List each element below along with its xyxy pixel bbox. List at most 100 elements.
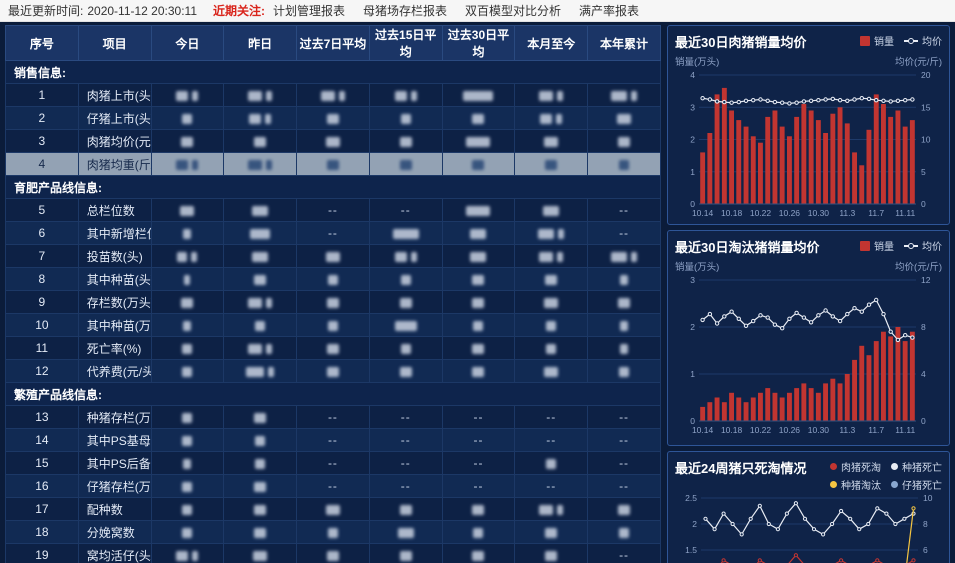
svg-text:5: 5 bbox=[921, 167, 926, 177]
redacted-value bbox=[470, 251, 487, 262]
table-row[interactable]: 8 其中种苗(头) bbox=[5, 267, 661, 291]
table-row[interactable]: 18 分娩窝数 bbox=[5, 520, 661, 544]
row-label: 分娩窝数 bbox=[77, 520, 152, 544]
cell-value bbox=[514, 244, 589, 268]
legend-item[interactable]: 均价 bbox=[904, 33, 942, 48]
cell-value bbox=[368, 359, 443, 383]
cell-value bbox=[223, 221, 298, 245]
redacted-value bbox=[618, 297, 631, 308]
row-number: 5 bbox=[5, 198, 79, 222]
cell-value bbox=[441, 520, 516, 544]
redacted-value bbox=[618, 136, 631, 147]
cell-value bbox=[223, 290, 298, 314]
redacted-value bbox=[182, 412, 193, 423]
empty-value: -- bbox=[546, 479, 557, 493]
cell-value bbox=[150, 359, 225, 383]
empty-value: -- bbox=[546, 433, 557, 447]
row-label: 种猪存栏(万头) bbox=[77, 405, 152, 429]
dashboard-main: 序号 项目 今日 昨日 过去7日平均 过去15日平均 过去30日平均 本月至今 本年累计 销售信息… bbox=[0, 22, 955, 563]
table-row[interactable]: 2 仔猪上市(头) bbox=[5, 106, 661, 130]
chart-title: 最近30日淘汰猪销量均价 bbox=[675, 240, 820, 255]
legend-item[interactable]: 销量 bbox=[860, 238, 894, 253]
empty-value: -- bbox=[473, 410, 484, 424]
redacted-value bbox=[546, 320, 557, 331]
empty-value: -- bbox=[619, 410, 630, 424]
column-header: 过去7日平均 bbox=[296, 25, 370, 61]
cell-value bbox=[150, 221, 225, 245]
cell-value bbox=[441, 129, 516, 153]
table-row[interactable]: 7 投苗数(头) bbox=[5, 244, 661, 268]
redacted-value bbox=[472, 504, 485, 515]
table-row[interactable]: 9 存栏数(万头) bbox=[5, 290, 661, 314]
redacted-value bbox=[472, 159, 485, 170]
cell-value bbox=[587, 336, 661, 360]
empty-value: -- bbox=[619, 548, 630, 562]
redacted-value bbox=[557, 251, 564, 262]
cell-value bbox=[587, 152, 661, 176]
cell-value bbox=[368, 497, 443, 521]
legend-item[interactable]: 销量 bbox=[860, 33, 894, 48]
cell-value bbox=[296, 290, 370, 314]
cell-value bbox=[150, 129, 225, 153]
chart-canvas: 00.511.522.50246810 bbox=[685, 493, 933, 563]
table-row[interactable]: 17 配种数 bbox=[5, 497, 661, 521]
bar-line-chart-pork: 0 1 2 3 4 0 5 10 15 20 10.14 10.18 10.22 10.26 10.30 11… bbox=[675, 69, 942, 224]
legend-item[interactable]: 仔猪死亡 bbox=[891, 477, 942, 492]
topbar-link[interactable]: 计划管理报表 bbox=[273, 4, 346, 18]
topbar-links: 计划管理报表 母猪场存栏报表 双百模型对比分析 满产率报表 bbox=[273, 2, 639, 19]
redacted-value bbox=[611, 251, 628, 262]
cell-value bbox=[368, 336, 443, 360]
cell-value bbox=[587, 267, 661, 291]
topbar: 最近更新时间: 2020-11-12 20:30:11 近期关注: 计划管理报表… bbox=[0, 0, 955, 22]
topbar-link[interactable]: 双百模型对比分析 bbox=[465, 4, 562, 18]
row-label: 投苗数(头) bbox=[77, 244, 152, 268]
cell-value bbox=[368, 152, 443, 176]
redacted-value bbox=[254, 274, 267, 285]
row-number: 15 bbox=[5, 451, 79, 475]
cell-value bbox=[368, 267, 443, 291]
cell-value bbox=[514, 336, 589, 360]
chart-title: 最近30日肉猪销量均价 bbox=[675, 35, 807, 50]
table-row[interactable]: 12 代养费(元/头) bbox=[5, 359, 661, 383]
topbar-link[interactable]: 满产率报表 bbox=[579, 4, 640, 18]
cell-value bbox=[223, 405, 298, 429]
cell-value bbox=[368, 313, 443, 337]
cell-value bbox=[587, 106, 661, 130]
cell-value bbox=[587, 313, 661, 337]
table-row[interactable]: 1 肉猪上市(头) bbox=[5, 83, 661, 107]
table-row[interactable]: 11 死亡率(%) bbox=[5, 336, 661, 360]
cell-value bbox=[223, 106, 298, 130]
row-label: 代养费(元/头) bbox=[77, 359, 152, 383]
redacted-value bbox=[191, 251, 198, 262]
redacted-value bbox=[394, 90, 407, 101]
update-time-value: 2020-11-12 20:30:11 bbox=[87, 3, 197, 18]
redacted-value bbox=[184, 274, 191, 285]
redacted-value bbox=[544, 297, 559, 308]
row-number: 16 bbox=[5, 474, 79, 498]
topbar-link[interactable]: 母猪场存栏报表 bbox=[363, 4, 448, 18]
empty-value: -- bbox=[327, 456, 338, 470]
legend-item[interactable]: 肉猪死淘 bbox=[830, 459, 881, 474]
cell-value bbox=[150, 313, 225, 337]
kpi-table: 序号 项目 今日 昨日 过去7日平均 过去15日平均 过去30日平均 本月至今 本年累计 销售信息… bbox=[5, 25, 661, 563]
redacted-value bbox=[619, 527, 630, 538]
cell-value bbox=[514, 106, 589, 130]
redacted-value bbox=[248, 343, 263, 354]
legend-label: 种猪淘汰 bbox=[841, 481, 881, 492]
legend-item[interactable]: 种猪淘汰 bbox=[830, 477, 881, 492]
table-row[interactable]: 6其中新增栏位 -- -- bbox=[5, 221, 661, 245]
table-row[interactable]: 5 总栏位数 -- -- -- bbox=[5, 198, 661, 222]
redacted-value bbox=[543, 205, 560, 216]
cell-value bbox=[368, 244, 443, 268]
legend-item[interactable]: 均价 bbox=[904, 238, 942, 253]
legend-square-marker bbox=[860, 35, 870, 46]
legend-item[interactable]: 种猪死亡 bbox=[891, 459, 942, 474]
